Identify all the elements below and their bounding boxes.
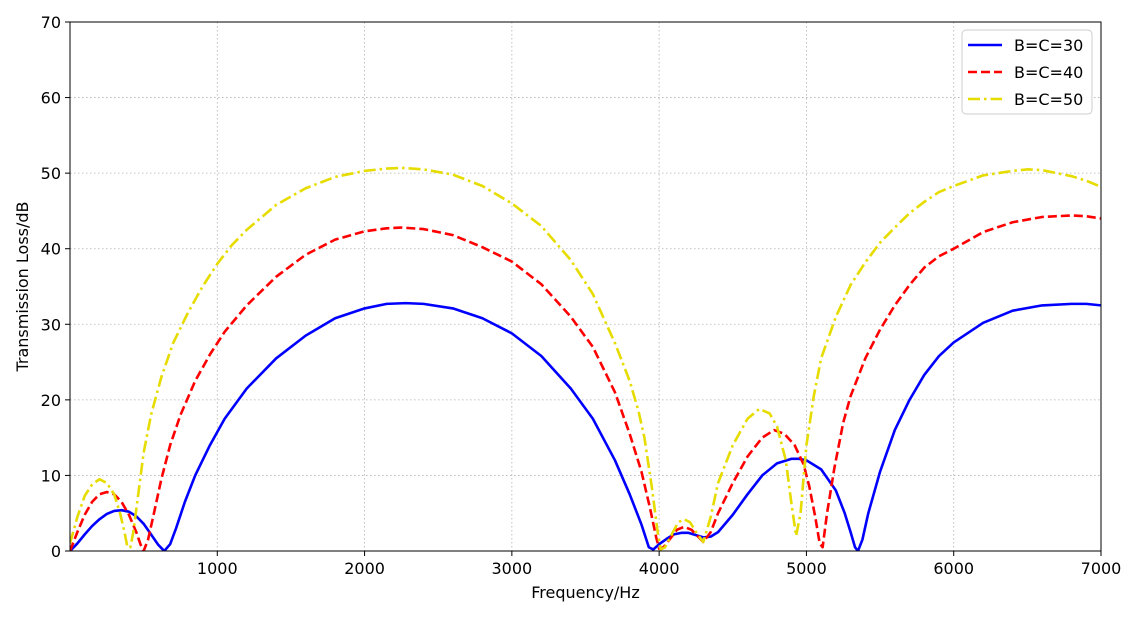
y-tick-label: 40 bbox=[41, 240, 61, 259]
y-tick-label: 70 bbox=[41, 13, 61, 32]
x-tick-label: 3000 bbox=[491, 559, 532, 578]
y-tick-label: 10 bbox=[41, 466, 61, 485]
legend: B=C=30 B=C=40 B=C=50 bbox=[961, 29, 1093, 115]
series-line-2 bbox=[70, 214, 1101, 551]
y-tick-label: 50 bbox=[41, 164, 61, 183]
ticks: 1000 2000 3000 4000 5000 6000 7000 0 10 20 30 40 50 6… bbox=[41, 13, 1122, 578]
x-tick-label: 2000 bbox=[344, 559, 385, 578]
x-tick-label: 4000 bbox=[639, 559, 680, 578]
y-tick-label: 20 bbox=[41, 391, 61, 410]
x-tick-label: 6000 bbox=[933, 559, 974, 578]
y-axis-label: Transmission Loss/dB bbox=[13, 201, 32, 372]
series-line-1 bbox=[70, 301, 1101, 551]
x-axis-label: Frequency/Hz bbox=[531, 583, 639, 602]
legend-label: B=C=40 bbox=[1014, 63, 1083, 82]
y-tick-label: 0 bbox=[51, 542, 61, 561]
x-tick-label: 5000 bbox=[786, 559, 827, 578]
plot-frame bbox=[69, 21, 1102, 552]
legend-label: B=C=50 bbox=[1014, 90, 1083, 109]
legend-label: B=C=30 bbox=[1014, 36, 1083, 55]
y-tick-label: 30 bbox=[41, 315, 61, 334]
y-tick-label: 60 bbox=[41, 89, 61, 108]
x-tick-label: 1000 bbox=[197, 559, 238, 578]
series-line-3 bbox=[70, 166, 1101, 551]
legend-box bbox=[961, 29, 1093, 115]
series-group bbox=[70, 166, 1101, 551]
x-tick-label: 7000 bbox=[1081, 559, 1122, 578]
